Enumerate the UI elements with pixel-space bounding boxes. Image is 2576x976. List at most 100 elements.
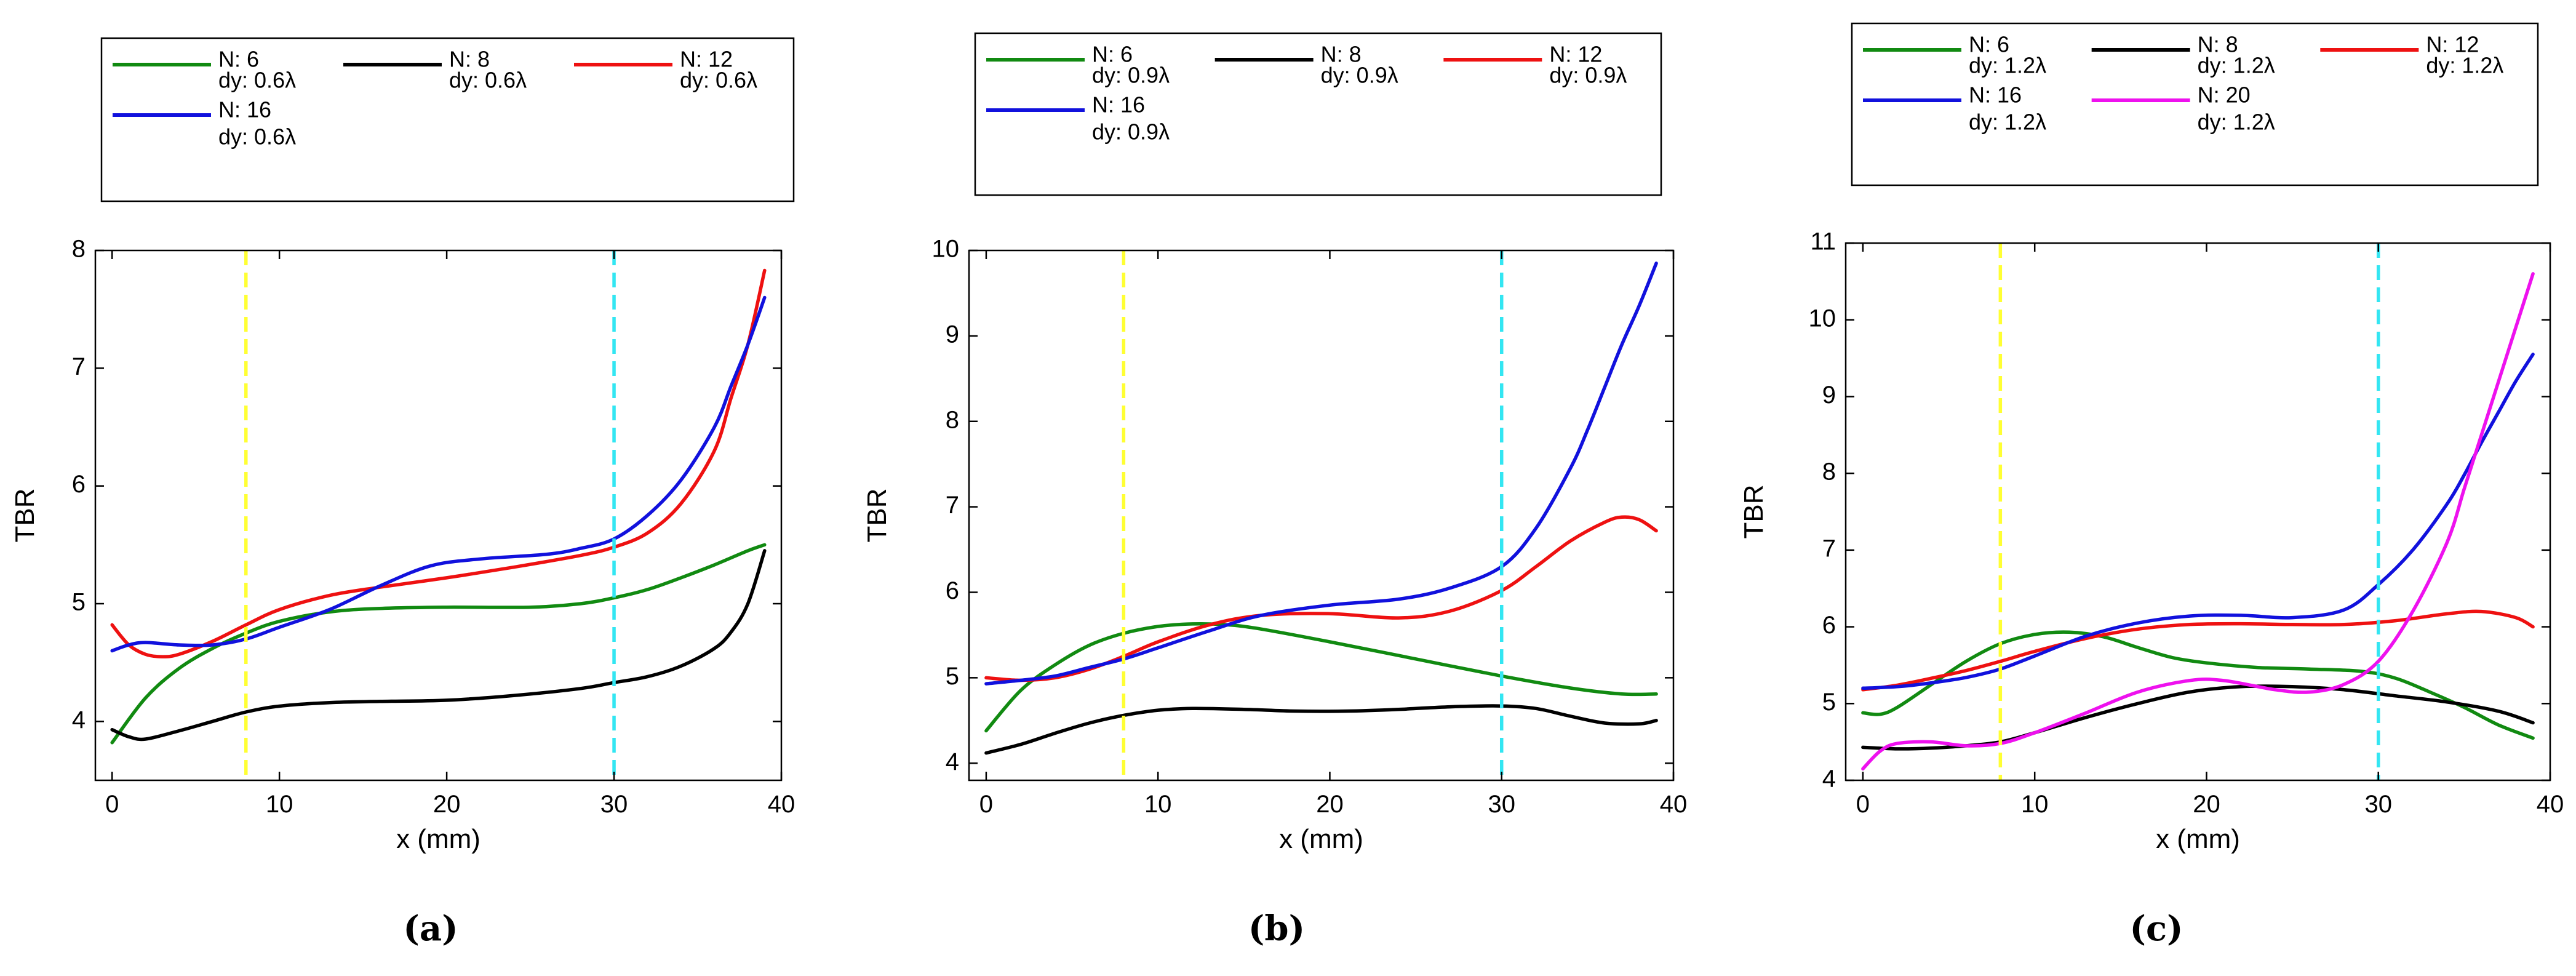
y-tick-label: 8 <box>72 236 86 263</box>
legend-label-n: N: 8 <box>449 47 490 72</box>
y-tick-label: 4 <box>72 706 86 734</box>
y-tick-label: 8 <box>1822 458 1836 486</box>
series-line <box>1861 272 2535 771</box>
legend-box <box>1851 22 2539 186</box>
y-tick-label: 6 <box>946 577 959 604</box>
y-axis-label: TBR <box>1739 485 1769 539</box>
x-tick-label: 10 <box>1144 791 1172 818</box>
series-line <box>1861 609 2535 692</box>
y-tick-label: 9 <box>946 321 959 348</box>
legend-label-dy: dy: 0.9λ <box>1549 63 1627 88</box>
x-tick-label: 10 <box>266 791 293 818</box>
legend-entry: N: 6dy: 1.2λ <box>1863 32 2046 78</box>
y-tick-label: 8 <box>946 406 959 433</box>
legend-label-dy: dy: 1.2λ <box>1969 53 2046 78</box>
y-tick-label: 7 <box>946 492 959 519</box>
series-line <box>984 704 1658 755</box>
series-line <box>110 295 767 653</box>
legend-entry: N: 8dy: 0.6λ <box>343 47 527 93</box>
legend-label-dy: dy: 0.9λ <box>1092 119 1170 145</box>
legend-label-dy: dy: 0.9λ <box>1321 63 1398 88</box>
y-axis-label: TBR <box>862 489 892 543</box>
legend-box <box>100 37 795 202</box>
legend-label-n: N: 12 <box>680 47 733 72</box>
y-tick-label: 10 <box>932 236 960 263</box>
series-group <box>110 268 767 745</box>
series-group <box>984 262 1658 755</box>
x-tick-label: 30 <box>2364 791 2392 818</box>
legend-entry: N: 6dy: 0.6λ <box>113 47 296 93</box>
series-line <box>110 549 767 742</box>
y-tick-label: 6 <box>1822 612 1836 639</box>
y-tick-label: 11 <box>1810 228 1836 255</box>
axes-frame <box>1844 242 2551 782</box>
y-tick-label: 10 <box>1809 305 1836 332</box>
x-axis-label: x (mm) <box>1279 824 1363 854</box>
legend-label-dy: dy: 0.6λ <box>218 124 296 150</box>
series-group <box>1861 272 2535 771</box>
axes-frame <box>968 249 1675 782</box>
x-tick-label: 0 <box>979 791 993 818</box>
panel-caption: (c) <box>2129 908 2183 949</box>
legend-label-n: N: 12 <box>2426 32 2479 57</box>
x-tick-label: 40 <box>2537 791 2564 818</box>
legend-box <box>974 32 1662 196</box>
y-tick-label: 5 <box>1822 689 1836 716</box>
x-tick-label: 0 <box>105 791 119 818</box>
series-line <box>110 268 767 658</box>
legend-label-n: N: 12 <box>1549 42 1602 67</box>
legend-label-dy: dy: 0.9λ <box>1092 63 1170 88</box>
legend-label-n: N: 6 <box>1969 32 2009 57</box>
legend-label-n: N: 8 <box>2198 32 2238 57</box>
legend-entry: N: 8dy: 1.2λ <box>2091 32 2275 78</box>
series-line <box>984 622 1658 733</box>
legend-label-n: N: 16 <box>1969 82 2022 108</box>
x-tick-label: 40 <box>768 791 796 818</box>
x-tick-label: 30 <box>1488 791 1515 818</box>
panel-caption: (b) <box>1248 908 1305 949</box>
legend-label-n: N: 6 <box>218 47 259 72</box>
y-tick-label: 7 <box>72 353 86 380</box>
x-axis-label: x (mm) <box>396 824 481 854</box>
y-tick-label: 4 <box>946 748 959 775</box>
legend-entry: N: 8dy: 0.9λ <box>1214 42 1398 88</box>
axes-frame <box>94 249 783 782</box>
legend-label-n: N: 20 <box>2198 82 2251 108</box>
plot-area <box>95 250 781 780</box>
y-tick-label: 4 <box>1822 766 1836 793</box>
y-axis-label: TBR <box>10 489 40 543</box>
y-tick-label: 5 <box>946 663 959 690</box>
x-tick-label: 40 <box>1660 791 1688 818</box>
series-line <box>984 262 1658 686</box>
x-tick-label: 20 <box>433 791 461 818</box>
y-tick-label: 5 <box>72 589 86 616</box>
x-tick-label: 20 <box>1316 791 1344 818</box>
legend-label-n: N: 8 <box>1321 42 1362 67</box>
y-tick-label: 7 <box>1822 535 1836 562</box>
legend-label-dy: dy: 1.2λ <box>2198 110 2275 135</box>
plot-area <box>969 250 1673 780</box>
y-tick-label: 9 <box>1822 382 1836 409</box>
legend-label-dy: dy: 0.6λ <box>449 68 527 93</box>
legend-label-dy: dy: 0.6λ <box>218 68 296 93</box>
y-tick-label: 6 <box>72 471 86 498</box>
x-tick-label: 0 <box>1856 791 1870 818</box>
legend-label-dy: dy: 0.6λ <box>680 68 757 93</box>
series-line <box>110 543 767 745</box>
legend-label-n: N: 16 <box>1092 92 1145 118</box>
x-tick-label: 10 <box>2021 791 2049 818</box>
legend-label-dy: dy: 1.2λ <box>1969 110 2046 135</box>
